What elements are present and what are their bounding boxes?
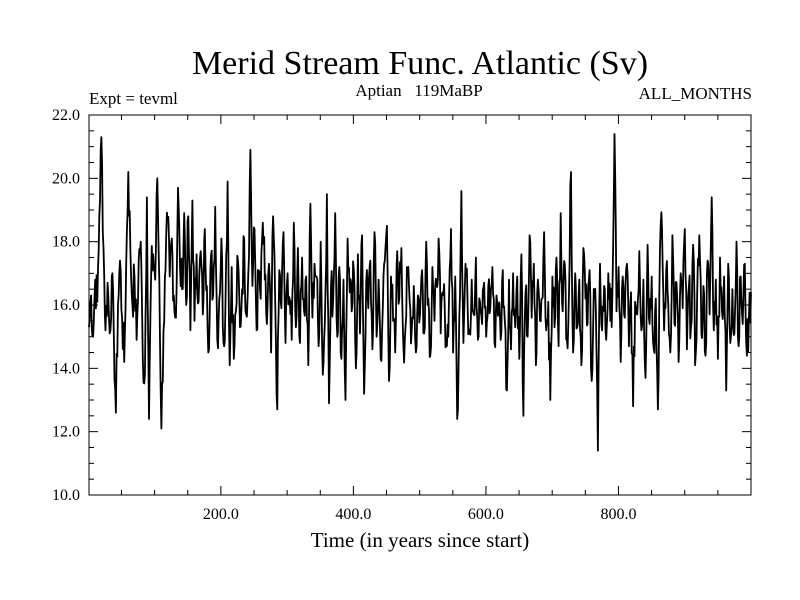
months-label: ALL_MONTHS [639, 84, 752, 103]
x-tick-label: 400.0 [335, 506, 371, 523]
chart-title: Merid Stream Func. Atlantic (Sv) [192, 45, 648, 82]
x-axis-label: Time (in years since start) [311, 528, 530, 552]
y-tick-label: 20.0 [52, 170, 80, 187]
y-tick-label: 14.0 [52, 360, 80, 377]
series-line [88, 133, 752, 452]
y-tick-label: 16.0 [52, 297, 80, 314]
period-label: Aptian 119MaBP [355, 81, 482, 100]
y-tick-label: 12.0 [52, 424, 80, 441]
y-tick-label: 10.0 [52, 487, 80, 504]
y-tick-label: 18.0 [52, 234, 80, 251]
axis-tick-labels: 10.0 12.0 14.0 16.0 18.0 20.0 22.0 200.0 400.0 60… [52, 107, 636, 523]
y-tick-label: 22.0 [52, 107, 80, 124]
x-tick-label: 600.0 [468, 506, 504, 523]
experiment-label: Expt = tevml [89, 89, 178, 108]
x-tick-label: 800.0 [600, 506, 636, 523]
x-tick-label: 200.0 [203, 506, 239, 523]
series-layer [88, 133, 752, 452]
